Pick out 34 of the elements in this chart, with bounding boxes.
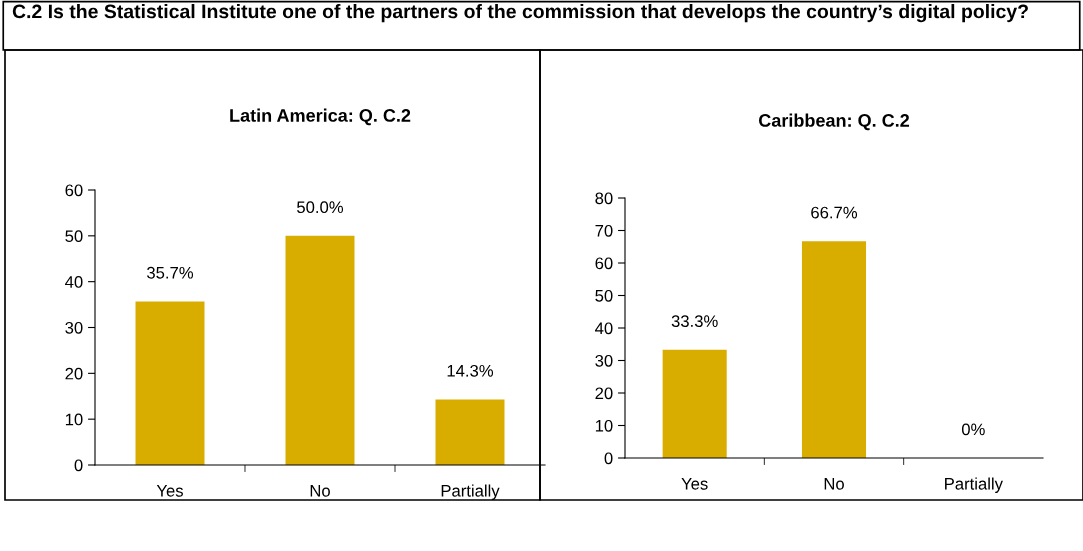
y-tick-label: 60 [65, 184, 83, 197]
x-tick-label: Yes [156, 485, 183, 497]
y-tick-label: 80 [595, 192, 613, 205]
bar [435, 399, 505, 465]
y-tick-label: 20 [595, 387, 613, 400]
y-tick-label: 20 [65, 367, 83, 380]
y-tick-label: 50 [65, 230, 83, 243]
y-tick-label: 10 [65, 413, 83, 426]
bar [135, 301, 205, 465]
data-label: 35.7% [147, 266, 194, 279]
data-label: 66.7% [811, 206, 858, 219]
x-tick-label: Partially [441, 484, 500, 500]
y-tick-label: 30 [595, 354, 613, 367]
data-label: 0% [961, 423, 985, 436]
chart-title: Latin America: Q. C.2 [230, 108, 411, 126]
bar [285, 235, 355, 465]
data-label: 50.0% [297, 201, 344, 214]
x-tick-label: No [310, 485, 330, 497]
y-tick-label: 10 [595, 419, 613, 432]
y-tick-label: 40 [595, 322, 613, 335]
x-tick-label: No [824, 478, 844, 490]
y-tick-label: 60 [595, 257, 613, 270]
x-tick-label: Yes [681, 478, 708, 490]
x-tick-label: Partially [945, 477, 1003, 493]
data-label: 33.3% [671, 315, 718, 328]
y-tick-label: 0 [74, 459, 83, 472]
data-label: 14.3% [447, 364, 494, 377]
chart-title: Caribbean: Q. C.2 [759, 113, 910, 131]
y-tick-label: 40 [65, 276, 83, 288]
y-tick-label: 30 [65, 321, 83, 334]
y-tick-label: 0 [604, 452, 613, 465]
y-tick-label: 70 [595, 224, 613, 237]
text: C.2 Is the Statistical Institute one of the partners of the commission that develops the country’s digital policy? [12, 4, 1028, 23]
y-tick-label: 50 [595, 289, 613, 302]
